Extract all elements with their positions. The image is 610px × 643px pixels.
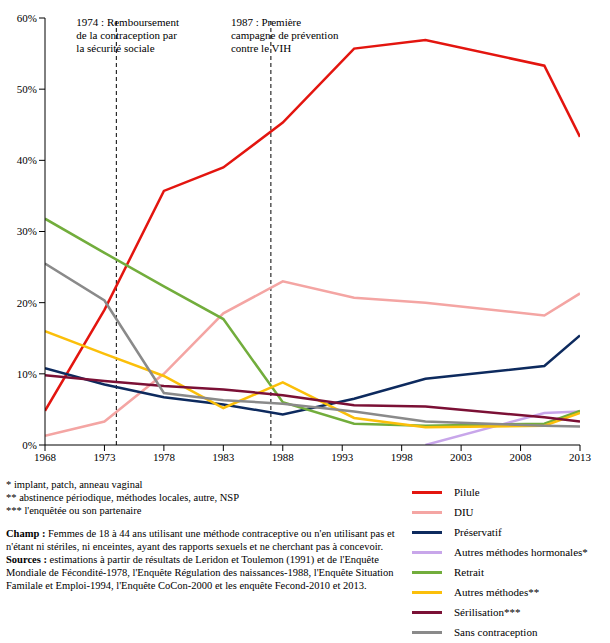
svg-text:40%: 40% (17, 154, 37, 166)
svg-text:2008: 2008 (510, 451, 533, 463)
svg-text:10%: 10% (17, 368, 37, 380)
svg-text:1973: 1973 (93, 451, 116, 463)
svg-text:30%: 30% (17, 225, 37, 237)
svg-text:1998: 1998 (391, 451, 414, 463)
svg-text:0%: 0% (22, 439, 37, 451)
html-text:Champ : Femmes de 18 à 44 ans: Champ : Femmes de 18 à 44 ans utilisant … (6, 528, 395, 552)
html-text:Autres méthodes**: Autres méthodes** (454, 586, 540, 598)
html-text:Retrait: Retrait (454, 566, 484, 578)
svg-text:1983: 1983 (212, 451, 235, 463)
html-text:Autres méthodes hormonales*: Autres méthodes hormonales* (454, 546, 588, 558)
html-text:Sources : estimations à partir: Sources : estimations à partir de résult… (6, 554, 394, 591)
html-text:Sérilisation***: Sérilisation*** (454, 606, 521, 618)
svg-text:2003: 2003 (450, 451, 473, 463)
svg-text:1988: 1988 (272, 451, 295, 463)
svg-text:1974 : Remboursementde la cont: 1974 : Remboursementde la contraception … (76, 16, 179, 54)
html-text:** abstinence périodique, méth: ** abstinence périodique, méthodes local… (6, 492, 239, 503)
svg-text:60%: 60% (17, 12, 37, 24)
html-text:DIU: DIU (454, 506, 474, 518)
svg-text:20%: 20% (17, 297, 37, 309)
svg-text:50%: 50% (17, 83, 37, 95)
svg-text:2013: 2013 (569, 451, 592, 463)
svg-text:1968: 1968 (34, 451, 57, 463)
html-text:* implant, patch, anneau vagin: * implant, patch, anneau vaginal (6, 479, 143, 490)
svg-text:1993: 1993 (331, 451, 354, 463)
svg-text:1987 : Premièrecampagne de pré: 1987 : Premièrecampagne de préventioncon… (231, 16, 339, 54)
html-text:Préservatif: Préservatif (454, 526, 502, 538)
html-text:Pilule: Pilule (454, 486, 480, 498)
html-text:Sans contraception: Sans contraception (454, 626, 538, 638)
html-text:*** l'enquêtée ou son partenai: *** l'enquêtée ou son partenaire (6, 505, 142, 516)
svg-text:1978: 1978 (153, 451, 176, 463)
